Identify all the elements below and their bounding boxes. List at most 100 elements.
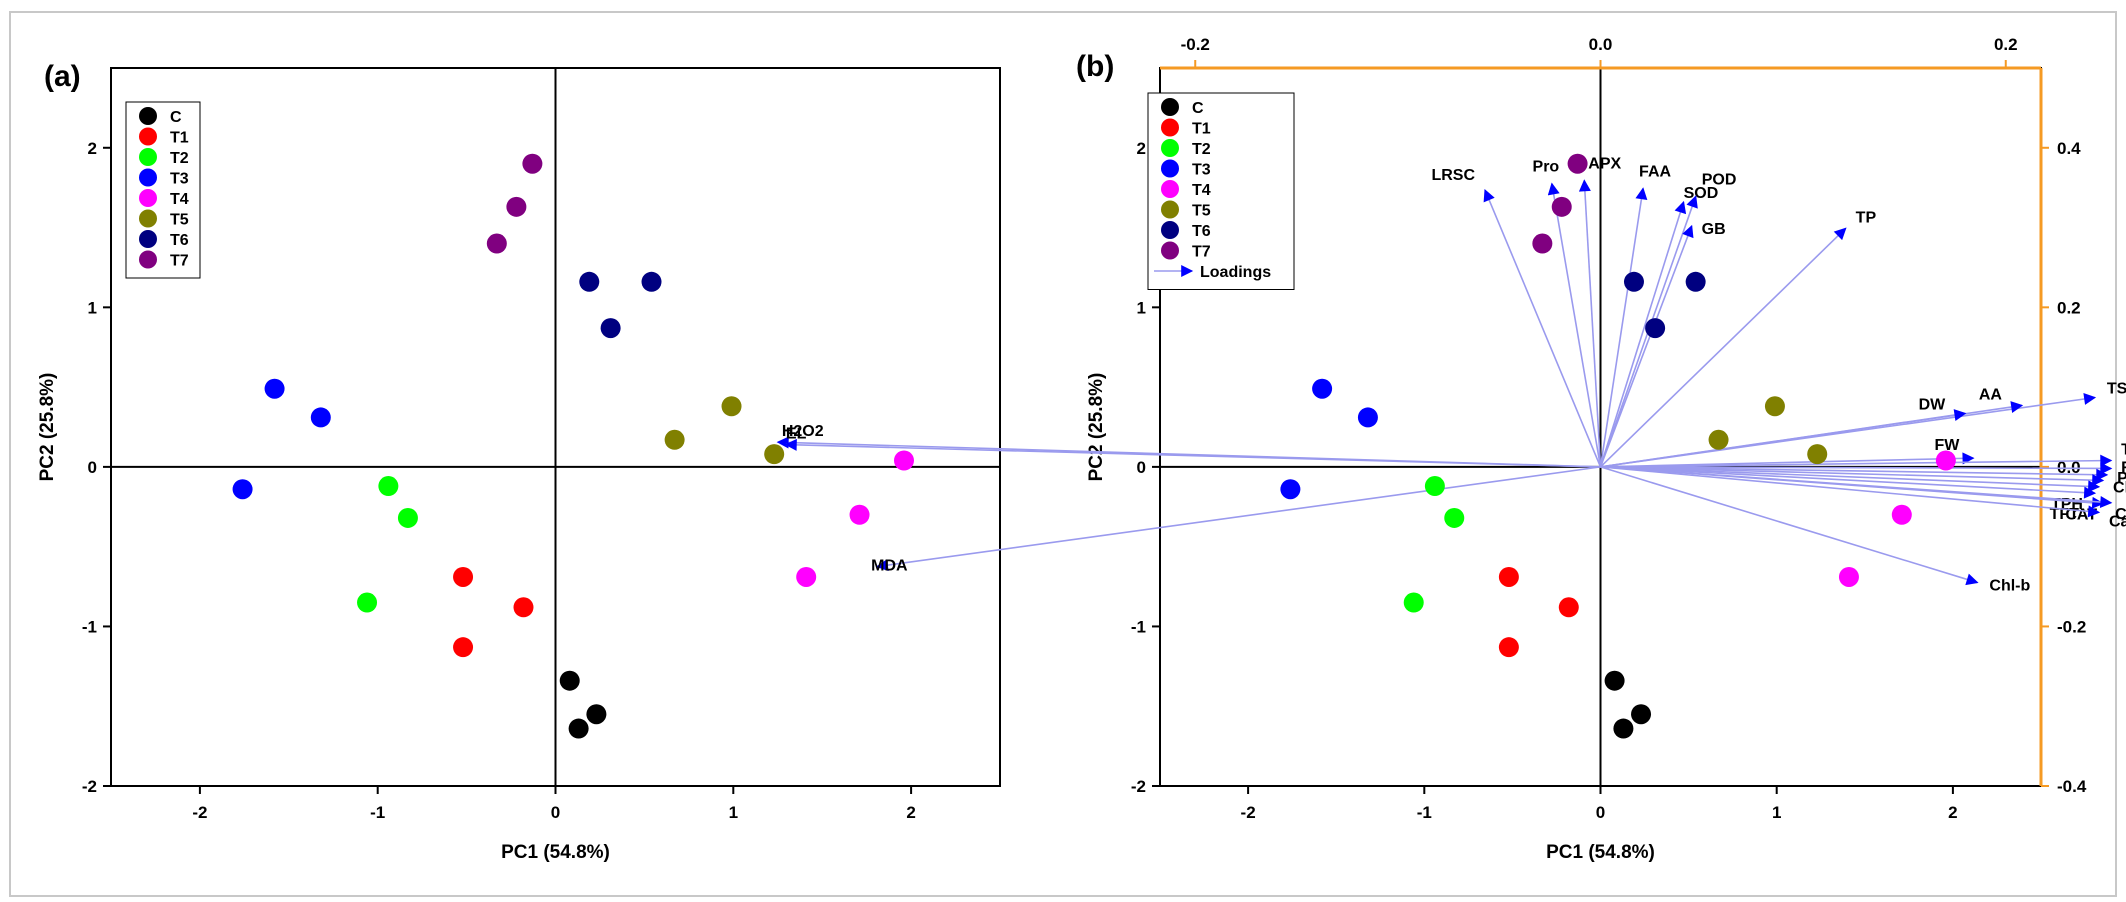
- legend-marker: [139, 209, 157, 228]
- legend-marker: [1161, 139, 1179, 157]
- y-tick-label: 2: [1137, 139, 1146, 158]
- y-tick-label: 1: [88, 298, 97, 317]
- score-point: [522, 153, 543, 174]
- score-point: [796, 566, 817, 587]
- loading-label: Chl-a: [2113, 479, 2126, 496]
- legend-marker: [139, 168, 157, 187]
- right-tick-label: 0.4: [2057, 139, 2081, 158]
- legend-label: T1: [170, 130, 189, 147]
- loading-arrow: [1600, 454, 2113, 468]
- x-tick-label: 2: [906, 803, 915, 822]
- legend-marker: [1161, 221, 1179, 239]
- legend-marker: [1161, 98, 1179, 116]
- score-point: [232, 479, 253, 500]
- legend-marker: [139, 189, 157, 207]
- legend-label: T6: [170, 232, 189, 249]
- legend-label: T3: [1192, 162, 1211, 179]
- score-point: [568, 718, 589, 739]
- loading-label: Carot.: [2109, 513, 2126, 530]
- score-point: [579, 271, 600, 292]
- score-point: [310, 407, 331, 428]
- score-point: [453, 637, 474, 658]
- legend-marker: [1161, 118, 1179, 137]
- loading-label: H2O2: [782, 423, 824, 440]
- legend-label: T5: [170, 212, 189, 229]
- loading-arrow: [784, 438, 1601, 468]
- loading-arrow: [1483, 188, 1602, 468]
- score-point: [1685, 271, 1706, 292]
- panel-label: (a): [44, 60, 81, 93]
- legend-label: T4: [1192, 182, 1211, 199]
- legend-marker: [1161, 241, 1179, 260]
- legend-label: T2: [170, 150, 189, 167]
- legend-label: T2: [1192, 141, 1211, 158]
- score-point: [1424, 476, 1445, 497]
- y-axis-label: PC2 (25.8%): [37, 373, 58, 482]
- score-point: [378, 476, 399, 497]
- loading-label: APX: [1588, 155, 1621, 172]
- loading-arrow: [1547, 182, 1602, 468]
- loading-arrow: [1600, 462, 2113, 475]
- loading-label: FAA: [1639, 163, 1671, 180]
- loading-label: MDA: [871, 558, 908, 575]
- x-tick-label: -1: [1417, 803, 1432, 822]
- score-point: [1312, 378, 1333, 399]
- legend-label: T7: [170, 253, 189, 270]
- y-tick-label: 0: [88, 458, 97, 477]
- legend-label: C: [1192, 100, 1204, 117]
- loading-arrow: [1600, 466, 2097, 499]
- x-axis-label: PC1 (54.8%): [1546, 842, 1655, 863]
- y-axis-label: PC2 (25.8%): [1086, 373, 1107, 482]
- loading-label: FW: [1934, 437, 1960, 454]
- right-tick-label: -0.4: [2057, 777, 2087, 796]
- legend-marker: [139, 127, 157, 146]
- score-point: [1891, 504, 1912, 525]
- legend-label: T1: [1192, 121, 1211, 138]
- x-axis-label: PC1 (54.8%): [501, 842, 610, 863]
- y-tick-label: 0: [1137, 458, 1146, 477]
- loading-arrow: [1599, 200, 1687, 468]
- loading-label: AA: [1979, 386, 2003, 403]
- legend-marker: [139, 107, 157, 125]
- loading-label: EL: [786, 426, 807, 443]
- score-point: [453, 566, 474, 587]
- x-tick-label: 1: [729, 803, 738, 822]
- score-point: [1764, 396, 1785, 417]
- y-tick-label: -1: [1131, 617, 1146, 636]
- loading-label: TP: [1856, 209, 1877, 226]
- score-point: [559, 670, 580, 691]
- loading-label: PEs: [2117, 470, 2126, 487]
- score-point: [513, 597, 534, 618]
- score-point: [664, 429, 685, 450]
- loading-label: GB: [1702, 221, 1726, 238]
- score-point: [1444, 507, 1465, 528]
- score-point: [1567, 153, 1588, 174]
- legend-label: T6: [1192, 223, 1211, 240]
- x-tick-label: -1: [370, 803, 385, 822]
- loading-arrow: [1600, 466, 2109, 481]
- legend-marker: [1161, 159, 1179, 178]
- score-point: [893, 450, 914, 471]
- loading-arrow: [1600, 466, 1979, 586]
- y-tick-label: 1: [1137, 298, 1146, 317]
- score-point: [764, 444, 785, 465]
- top-tick-label: -0.2: [1181, 35, 1210, 54]
- loading-arrow: [1578, 179, 1602, 467]
- score-point: [849, 504, 870, 525]
- loading-arrow: [1600, 409, 1967, 468]
- legend-label: T3: [170, 171, 189, 188]
- score-point: [397, 507, 418, 528]
- loading-label: TFC: [2121, 442, 2126, 459]
- score-point: [486, 233, 507, 254]
- legend-label: C: [170, 109, 182, 126]
- score-point: [1280, 479, 1301, 500]
- top-tick-label: 0.2: [1994, 35, 2018, 54]
- score-point: [1708, 429, 1729, 450]
- x-tick-label: 0: [1596, 803, 1605, 822]
- score-point: [1838, 566, 1859, 587]
- legend-marker: [139, 230, 157, 248]
- legend-label: T5: [1192, 203, 1211, 220]
- loading-arrow: [1600, 466, 2105, 487]
- y-tick-label: -2: [1131, 777, 1146, 796]
